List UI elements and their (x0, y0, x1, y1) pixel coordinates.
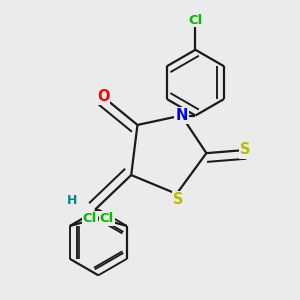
Text: S: S (173, 192, 183, 207)
Text: Cl: Cl (83, 212, 97, 225)
Text: Cl: Cl (188, 14, 203, 26)
Text: O: O (97, 89, 109, 104)
Text: Cl: Cl (100, 212, 114, 225)
Text: S: S (240, 142, 251, 158)
Text: H: H (67, 194, 77, 207)
Text: N: N (175, 108, 188, 123)
